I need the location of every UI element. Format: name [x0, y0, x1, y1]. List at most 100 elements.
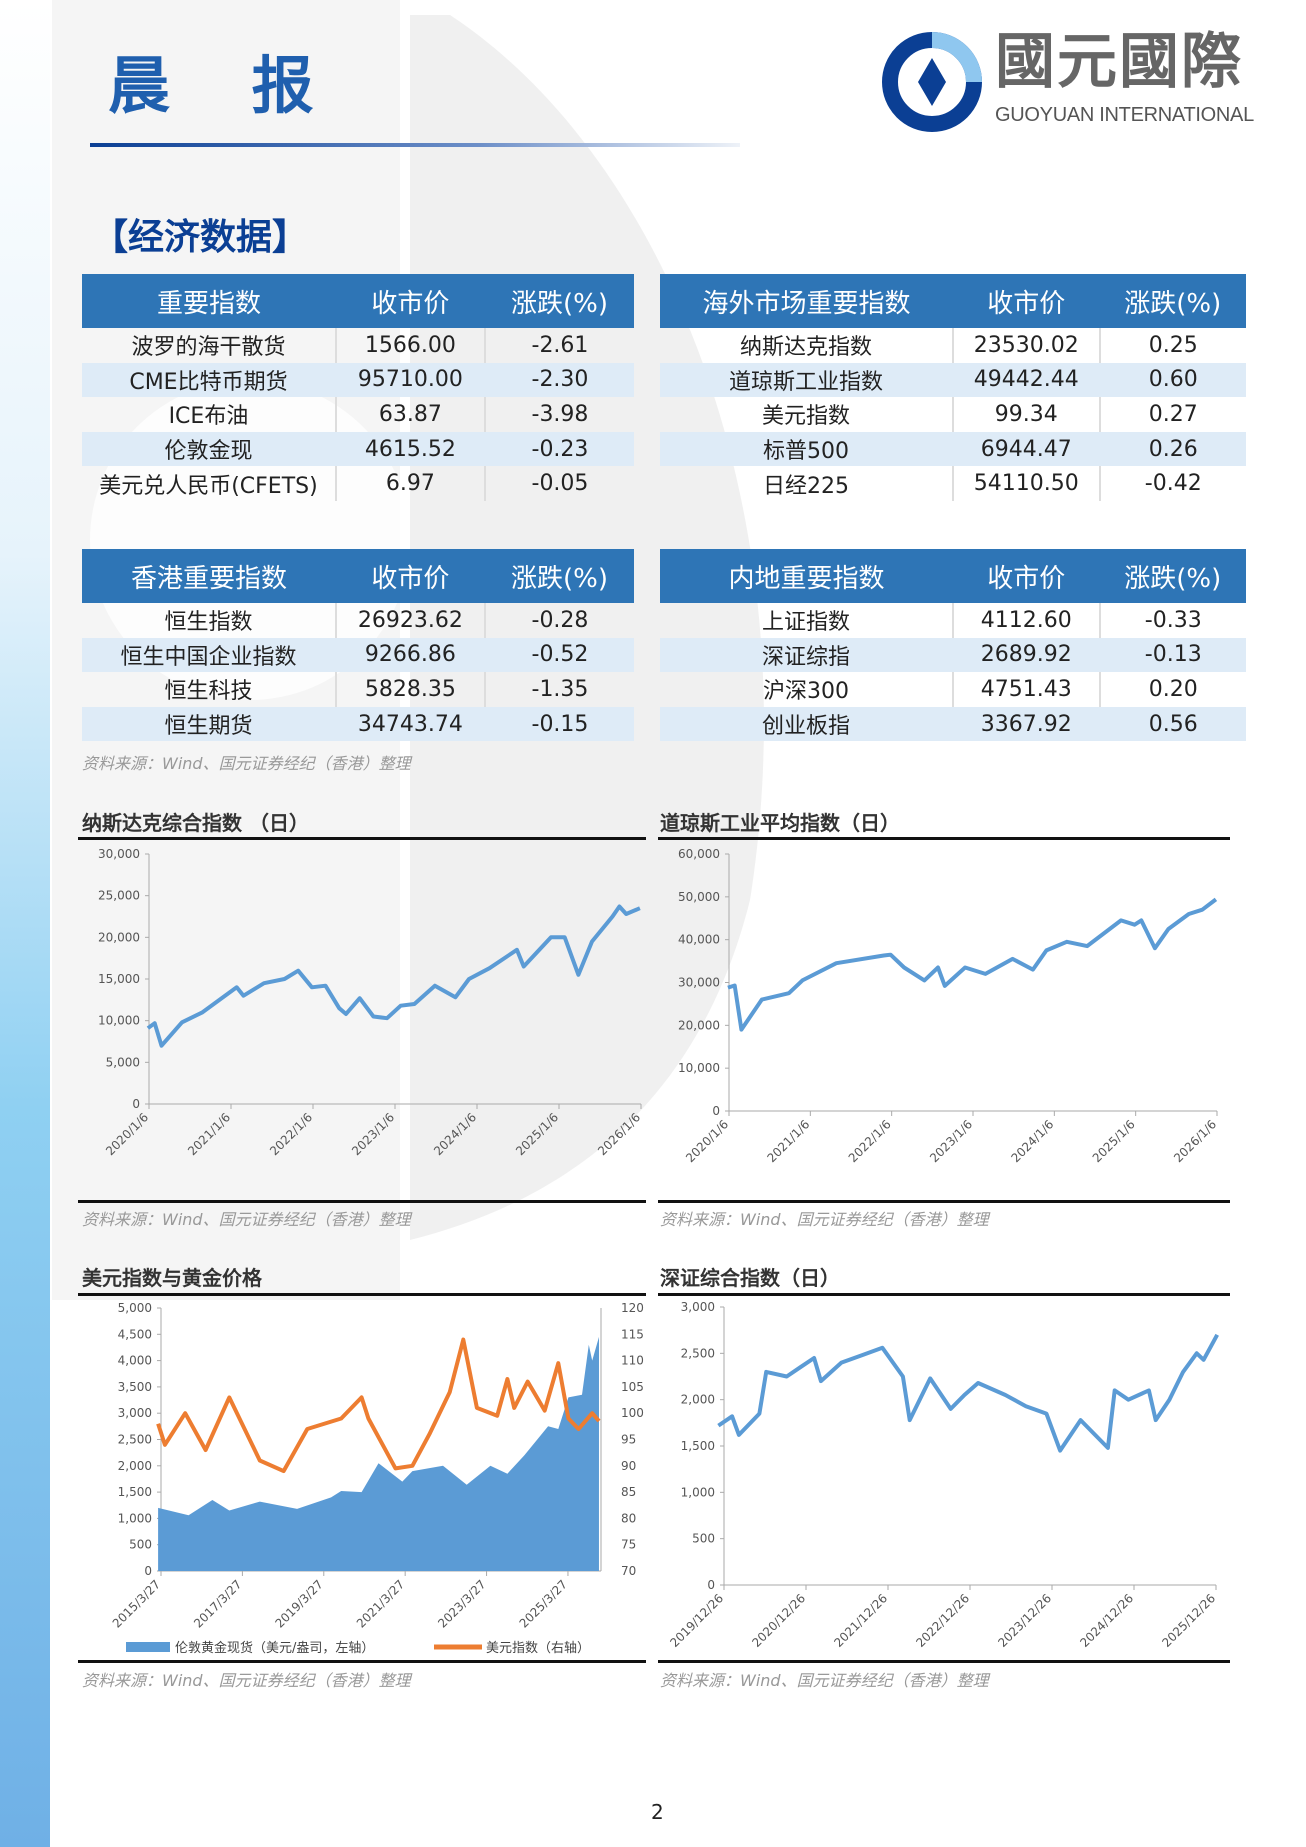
- y2-tick-label: 75: [621, 1538, 636, 1552]
- table-cell: 1566.00: [335, 328, 486, 363]
- table-cell: 54110.50: [953, 466, 1101, 501]
- table-cell: -0.13: [1099, 637, 1246, 673]
- table-header: 重要指数 收市价 涨跌(%): [82, 274, 634, 328]
- table-cell: 95710.00: [335, 362, 486, 398]
- table-row: 沪深300 4751.43 0.20: [660, 672, 1246, 707]
- x-tick-label: 2025/1/6: [1090, 1117, 1138, 1165]
- index-line-series: [717, 1333, 1219, 1453]
- column-header: 收市价: [953, 549, 1100, 603]
- table-cell: 34743.74: [335, 706, 486, 742]
- table-cell: 恒生科技: [82, 672, 337, 707]
- y2-tick-label: 90: [621, 1459, 636, 1473]
- divider: [78, 1660, 646, 1663]
- table-cell: 伦敦金现: [82, 431, 337, 467]
- x-tick-label: 2021/3/27: [354, 1577, 407, 1630]
- x-tick-label: 2025/3/27: [517, 1577, 570, 1630]
- y-tick-label: 500: [129, 1538, 152, 1552]
- table-cell: 0.20: [1148, 676, 1198, 702]
- y-tick-label: 0: [707, 1578, 715, 1592]
- table-source: 资料来源：Wind、国元证券经纪（香港）整理: [82, 754, 411, 773]
- x-tick-label: 2022/1/6: [267, 1110, 315, 1158]
- table-row: 美元指数 99.34 0.27: [660, 397, 1246, 432]
- side-stripe: [0, 0, 50, 1847]
- table-row: 创业板指 3367.92 0.56: [660, 706, 1246, 742]
- index-line-series: [727, 897, 1218, 1032]
- table-cell: 沪深300: [660, 672, 954, 707]
- mainland-index-table: 内地重要指数 收市价 涨跌(%) 上证指数 4112.60 -0.33 深证综指 2689.9…: [660, 549, 1246, 742]
- table-cell: 恒生期货: [82, 706, 337, 742]
- logo-english: GUOYUAN INTERNATIONAL: [995, 104, 1254, 126]
- page-number: 2: [651, 1800, 664, 1824]
- table-row: CME比特币期货 95710.00 -2.30: [82, 362, 634, 398]
- column-header: 内地重要指数: [660, 549, 953, 603]
- table-row: 纳斯达克指数 23530.02 0.25: [660, 328, 1246, 363]
- table-row: 上证指数 4112.60 -0.33: [660, 603, 1246, 638]
- y-tick-label: 1,500: [118, 1485, 152, 1499]
- table-cell: -2.61: [531, 332, 589, 358]
- table-header: 香港重要指数 收市价 涨跌(%): [82, 549, 634, 603]
- table-cell: 波罗的海干散货: [82, 328, 337, 363]
- table-cell: 恒生中国企业指数: [82, 637, 337, 673]
- company-logo: 國元國際 GUOYUAN INTERNATIONAL: [880, 30, 1280, 135]
- column-header: 涨跌(%): [484, 274, 634, 328]
- x-tick-label: 2022/12/26: [913, 1591, 972, 1650]
- table-cell: 6944.47: [953, 431, 1101, 467]
- x-tick-label: 2024/12/26: [1077, 1591, 1136, 1650]
- title-underline: [90, 143, 740, 147]
- y2-tick-label: 100: [621, 1406, 644, 1420]
- table-cell: 4112.60: [953, 603, 1101, 638]
- table-cell: ICE布油: [82, 397, 337, 432]
- x-tick-label: 2019/12/26: [667, 1591, 726, 1650]
- section-title: 【经济数据】: [92, 217, 309, 258]
- table-cell: -0.52: [484, 637, 634, 673]
- table-cell: -1.35: [531, 676, 589, 702]
- table-row: 恒生科技 5828.35 -1.35: [82, 672, 634, 707]
- y-tick-label: 30,000: [678, 976, 720, 990]
- table-row: 深证综指 2689.92 -0.13: [660, 637, 1246, 673]
- x-tick-label: 2023/12/26: [995, 1591, 1054, 1650]
- logo-mark-icon: [882, 32, 982, 132]
- legend-label-dxy: 美元指数（右轴）: [486, 1641, 590, 1656]
- table-cell: -0.28: [531, 607, 589, 633]
- table-row: 恒生中国企业指数 9266.86 -0.52: [82, 637, 634, 673]
- table-cell: -0.23: [484, 431, 634, 467]
- y-tick-label: 2,000: [118, 1459, 152, 1473]
- y-tick-label: 25,000: [98, 889, 140, 903]
- y2-tick-label: 80: [621, 1511, 636, 1525]
- table-cell: 美元指数: [660, 397, 954, 432]
- report-title: 晨 报: [108, 49, 344, 122]
- index-line-series: [146, 904, 641, 1048]
- table-cell: 0.25: [1148, 332, 1198, 358]
- legend-swatch-gold: [126, 1642, 170, 1652]
- y-tick-label: 0: [712, 1104, 720, 1118]
- table-cell: 9266.86: [335, 637, 486, 673]
- chart-source: 资料来源：Wind、国元证券经纪（香港）整理: [82, 1671, 411, 1690]
- x-tick-label: 2020/1/6: [683, 1117, 731, 1165]
- chart-title-szse: 深证综合指数（日）: [660, 1266, 840, 1290]
- y-tick-label: 2,000: [681, 1393, 715, 1407]
- legend-label-gold: 伦敦黄金现货（美元/盎司，左轴）: [175, 1640, 374, 1656]
- chart-source: 资料来源：Wind、国元证券经纪（香港）整理: [660, 1671, 989, 1690]
- table-cell: 3367.92: [953, 706, 1101, 742]
- y-tick-label: 10,000: [678, 1061, 720, 1075]
- divider: [658, 1200, 1230, 1203]
- table-cell: 4751.43: [953, 672, 1101, 707]
- y-tick-label: 10,000: [98, 1014, 140, 1028]
- x-tick-label: 2019/3/27: [272, 1577, 325, 1630]
- y-tick-label: 4,500: [118, 1327, 152, 1341]
- x-tick-label: 2021/12/26: [831, 1591, 890, 1650]
- x-tick-label: 2025/12/26: [1159, 1591, 1218, 1650]
- table-cell: 道琼斯工业指数: [660, 362, 954, 398]
- y-tick-label: 2,500: [681, 1346, 715, 1360]
- x-tick-label: 2026/1/6: [1171, 1117, 1219, 1165]
- y-tick-label: 3,000: [118, 1406, 152, 1420]
- x-tick-label: 2023/1/6: [927, 1117, 975, 1165]
- table-cell: 4615.52: [335, 431, 486, 467]
- x-tick-label: 2020/1/6: [103, 1110, 151, 1158]
- table-cell: -0.15: [484, 706, 634, 742]
- table-row: 伦敦金现 4615.52 -0.23: [82, 431, 634, 467]
- gold-area-series: [158, 1336, 599, 1571]
- x-tick-label: 2017/3/27: [191, 1577, 244, 1630]
- y2-tick-label: 85: [621, 1485, 636, 1499]
